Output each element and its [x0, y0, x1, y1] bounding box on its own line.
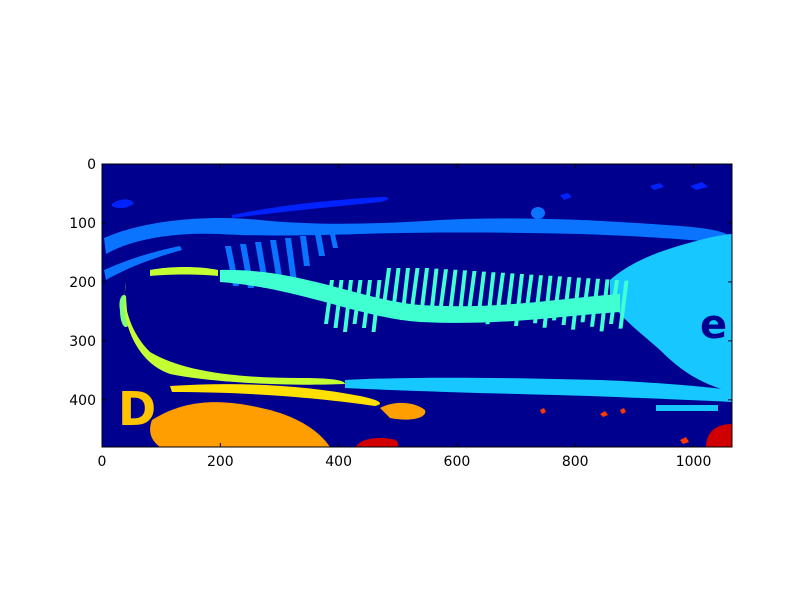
- vertebral-ray: [409, 268, 420, 312]
- y-tick-label: 400: [69, 393, 96, 409]
- vertebral-ray: [438, 269, 448, 314]
- vertebral-ray: [343, 280, 353, 332]
- vertebral-ray: [590, 278, 600, 327]
- ventral-band: [345, 377, 732, 402]
- upper-blue-streak: [232, 196, 389, 218]
- x-tick-label: 400: [325, 454, 352, 470]
- y-tick-label: 200: [69, 275, 96, 291]
- vertebral-ray: [599, 279, 610, 332]
- orange-fragment: [380, 402, 426, 420]
- y-tick-label: 0: [87, 157, 96, 173]
- vertebral-ray: [457, 270, 467, 323]
- vertebral-ray: [533, 275, 543, 324]
- vertebral-rays: [324, 268, 629, 332]
- vertebral-ray: [571, 277, 581, 330]
- vertebral-ray: [552, 276, 562, 321]
- vertebral-ray: [381, 268, 391, 312]
- scale-bar: [656, 405, 718, 411]
- segmentation-image: e D: [102, 164, 732, 447]
- red-blob-right: [706, 424, 732, 447]
- vertebral-ray: [352, 280, 363, 324]
- vertebral-ray: [362, 280, 372, 328]
- vertebral-ray: [333, 280, 344, 328]
- left-lower-streak: [104, 246, 182, 280]
- y-tick-label: 300: [69, 334, 96, 350]
- vertebral-ray: [485, 272, 496, 325]
- red-blob-center: [356, 438, 399, 447]
- vertebral-ray: [580, 278, 591, 323]
- yellow-green-upper: [150, 267, 218, 276]
- yellow-streak: [170, 384, 380, 406]
- x-tick-label: 1000: [676, 454, 712, 470]
- y-tick-label: 100: [69, 216, 96, 232]
- x-tick-label: 0: [98, 454, 107, 470]
- vertebral-ray: [523, 274, 534, 319]
- vertebral-ray: [390, 268, 401, 316]
- vertebral-ray: [371, 280, 382, 332]
- x-tick-label: 800: [562, 454, 589, 470]
- vertebral-ray: [561, 277, 572, 325]
- vertebral-ray: [428, 268, 439, 321]
- inset-letter: e: [700, 302, 727, 348]
- vertebral-ray: [466, 271, 477, 315]
- panel-letter: D: [118, 382, 156, 436]
- head-region: [610, 234, 732, 392]
- orange-mass: [150, 402, 330, 447]
- vertebral-ray: [476, 271, 486, 320]
- vertebral-ray: [514, 274, 524, 326]
- axes-frame: [101, 163, 733, 448]
- dorsal-band: [104, 218, 730, 254]
- dorsal-spot: [531, 207, 545, 219]
- vertebral-column: [220, 269, 620, 323]
- x-axis: 0 200 400 600 800 1000: [98, 164, 712, 470]
- vertebral-ray: [324, 280, 334, 324]
- vertebral-ray: [400, 268, 410, 320]
- vertebral-ray: [495, 272, 505, 317]
- x-tick-label: 600: [444, 454, 471, 470]
- y-axis: 0 100 200 300 400: [69, 157, 732, 409]
- vertebral-ray: [447, 269, 458, 318]
- upper-blue-fragment: [112, 199, 134, 209]
- vertebral-ray: [609, 280, 619, 324]
- green-arc: [119, 294, 128, 328]
- vertebral-ray: [504, 273, 515, 322]
- vertebral-ray: [618, 280, 629, 329]
- vertebral-ray: [542, 275, 553, 328]
- x-tick-label: 200: [207, 454, 234, 470]
- vertebral-ray: [419, 268, 429, 316]
